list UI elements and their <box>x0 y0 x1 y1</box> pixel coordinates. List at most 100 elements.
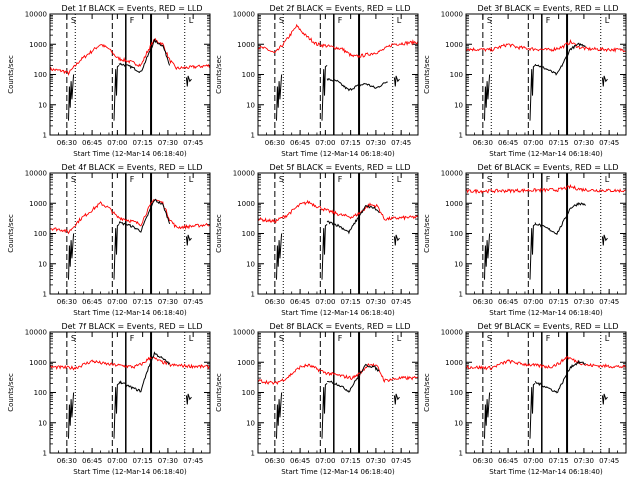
x-tick-label: 06:30 <box>57 139 77 147</box>
events-series-line <box>326 204 380 235</box>
x-tick-label: 07:30 <box>574 457 594 465</box>
y-tick-label: 100 <box>450 389 463 397</box>
x-tick-label: 07:15 <box>133 298 153 306</box>
x-tick-label: 07:30 <box>366 457 386 465</box>
y-tick-label: 100 <box>242 389 255 397</box>
y-tick-label: 1 <box>459 291 463 299</box>
x-tick-label: 06:30 <box>265 139 285 147</box>
marker-label-l: L <box>397 334 402 343</box>
x-tick-label: 06:30 <box>473 457 493 465</box>
x-tick-label: 07:00 <box>315 457 335 465</box>
y-tick-label: 10000 <box>441 329 463 337</box>
events-series-line <box>534 359 586 394</box>
marker-label-f: F <box>546 334 551 343</box>
events-flare-spike <box>321 65 328 121</box>
x-axis-label: Start Time (12-Mar-14 06:18:40) <box>281 468 395 476</box>
y-tick-label: 10 <box>246 419 255 427</box>
lld-series-line <box>465 184 627 195</box>
lld-series-line <box>465 38 627 53</box>
chart-panel-8: Det 8f BLACK = Events, RED = LLD Counts/s… <box>215 322 419 476</box>
x-tick-label: 06:45 <box>498 298 518 306</box>
events-tail <box>393 393 400 405</box>
events-flare-spike <box>321 383 328 439</box>
marker-label-l: L <box>189 334 194 343</box>
marker-label-f: F <box>338 16 343 25</box>
marker-label-f: F <box>546 175 551 184</box>
x-axis-label: Start Time (12-Mar-14 06:18:40) <box>489 468 603 476</box>
events-series-line <box>118 351 171 393</box>
x-tick-label: 07:45 <box>599 298 619 306</box>
x-tick-label: 07:00 <box>523 139 543 147</box>
x-tick-label: 06:45 <box>82 139 102 147</box>
events-initial-spike <box>484 392 491 439</box>
marker-label-f: F <box>338 334 343 343</box>
y-tick-label: 10 <box>454 419 463 427</box>
x-axis-label: Start Time (12-Mar-14 06:18:40) <box>73 468 187 476</box>
y-tick-label: 1000 <box>445 359 463 367</box>
x-tick-label: 06:45 <box>498 139 518 147</box>
x-tick-label: 06:30 <box>473 298 493 306</box>
y-tick-label: 10 <box>38 101 47 109</box>
y-tick-label: 10 <box>38 260 47 268</box>
chart-title: Det 8f BLACK = Events, RED = LLD <box>269 322 410 331</box>
marker-label-f: F <box>130 175 135 184</box>
lld-series-line <box>49 356 211 371</box>
x-tick-label: 07:45 <box>391 298 411 306</box>
y-axis-label: Counts/sec <box>215 373 223 412</box>
events-flare-spike <box>113 224 120 280</box>
x-tick-label: 07:30 <box>158 298 178 306</box>
chart-panel-2: Det 2f BLACK = Events, RED = LLD Counts/s… <box>215 4 419 158</box>
events-flare-spike <box>113 65 120 121</box>
y-tick-label: 1000 <box>29 359 47 367</box>
y-tick-label: 1 <box>251 291 255 299</box>
chart-title: Det 4f BLACK = Events, RED = LLD <box>61 163 202 172</box>
y-tick-label: 1000 <box>29 200 47 208</box>
x-tick-label: 07:15 <box>341 457 361 465</box>
y-tick-label: 1 <box>459 450 463 458</box>
y-tick-label: 10000 <box>233 170 255 178</box>
y-tick-label: 100 <box>450 71 463 79</box>
events-flare-spike <box>529 65 536 121</box>
y-tick-label: 10000 <box>441 170 463 178</box>
lld-series-line <box>257 362 419 385</box>
x-tick-label: 07:45 <box>599 139 619 147</box>
chart-title: Det 3f BLACK = Events, RED = LLD <box>477 4 618 13</box>
marker-label-f: F <box>130 16 135 25</box>
y-tick-label: 100 <box>34 389 47 397</box>
x-tick-label: 07:15 <box>133 457 153 465</box>
marker-label-f: F <box>546 16 551 25</box>
plot-frame <box>257 172 419 295</box>
plot-frame <box>257 331 419 454</box>
y-tick-label: 10 <box>38 419 47 427</box>
y-tick-label: 1 <box>251 132 255 140</box>
marker-label-s: S <box>279 334 284 343</box>
y-axis-label: Counts/sec <box>423 214 431 253</box>
y-tick-label: 1 <box>43 132 47 140</box>
x-tick-label: 06:30 <box>57 298 77 306</box>
y-tick-label: 10 <box>246 260 255 268</box>
marker-label-s: S <box>71 175 76 184</box>
x-tick-label: 07:45 <box>391 139 411 147</box>
x-axis-label: Start Time (12-Mar-14 06:18:40) <box>489 309 603 317</box>
events-flare-spike <box>113 383 120 439</box>
events-series-line <box>327 363 380 393</box>
y-tick-label: 10 <box>454 260 463 268</box>
plot-frame <box>465 13 627 136</box>
x-tick-label: 06:30 <box>265 298 285 306</box>
x-tick-label: 06:45 <box>82 457 102 465</box>
events-flare-spike <box>321 224 328 280</box>
x-tick-label: 07:15 <box>341 139 361 147</box>
y-tick-label: 100 <box>242 230 255 238</box>
plot-frame <box>465 172 627 295</box>
chart-title: Det 5f BLACK = Events, RED = LLD <box>269 163 410 172</box>
y-tick-label: 1000 <box>237 200 255 208</box>
events-tail <box>185 234 192 246</box>
y-tick-label: 10 <box>246 101 255 109</box>
y-tick-label: 1 <box>251 450 255 458</box>
marker-label-l: L <box>189 175 194 184</box>
chart-title: Det 6f BLACK = Events, RED = LLD <box>477 163 618 172</box>
x-tick-label: 06:45 <box>82 298 102 306</box>
marker-label-l: L <box>397 175 402 184</box>
marker-label-s: S <box>487 16 492 25</box>
